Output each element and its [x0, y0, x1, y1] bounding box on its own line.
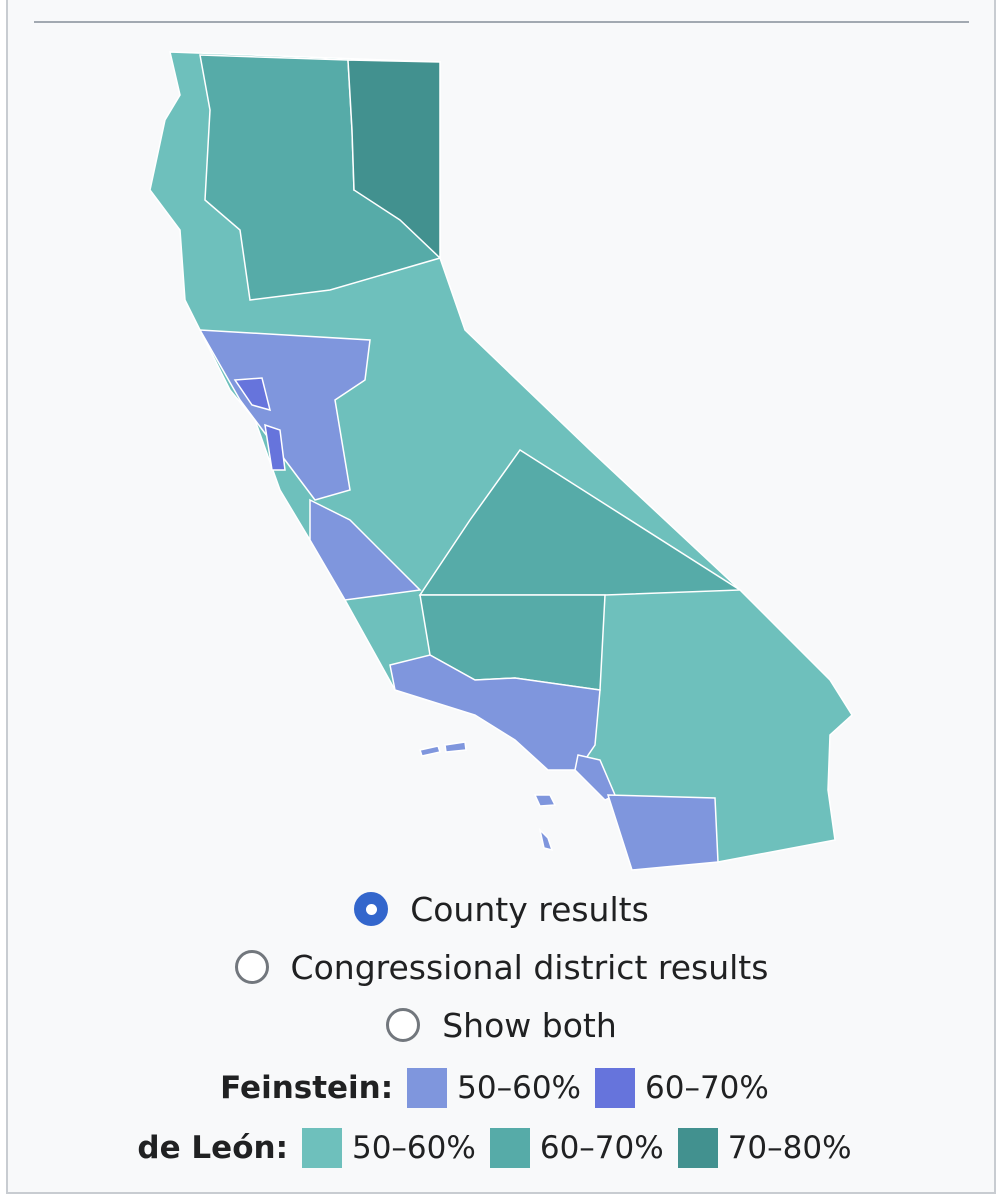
legend-label: 60–70%: [645, 1070, 769, 1106]
island: [533, 794, 557, 807]
candidate-label: de León:: [137, 1130, 288, 1166]
radio-button[interactable]: [234, 950, 269, 984]
central-coast: [309, 498, 422, 601]
legend-swatch: [595, 1068, 636, 1108]
option-label[interactable]: Show both: [442, 1005, 617, 1045]
legend-swatch: [301, 1128, 342, 1168]
legend-row: de León: 50–60% 60–70% 70–80%: [0, 1118, 1003, 1178]
legend-swatch: [407, 1068, 448, 1108]
options: County results Congressional district res…: [0, 880, 1003, 1054]
candidate-label: Feinstein:: [220, 1070, 394, 1106]
san-diego: [606, 794, 719, 871]
legend-row: Feinstein: 50–60% 60–70%: [0, 1058, 1003, 1118]
island: [444, 741, 467, 753]
legend-swatch: [489, 1128, 530, 1168]
radio-button[interactable]: [386, 1008, 421, 1042]
radio-option[interactable]: County results: [0, 880, 1003, 938]
san-mateo: [264, 423, 286, 471]
radio-option[interactable]: Show both: [0, 996, 1003, 1054]
island: [419, 745, 441, 757]
northeast-counties: [347, 59, 441, 260]
island: [538, 827, 554, 852]
california-map: [149, 51, 853, 871]
legend-label: 70–80%: [727, 1130, 852, 1166]
legend-swatch: [677, 1128, 718, 1168]
radio-button[interactable]: [354, 892, 389, 926]
radio-option[interactable]: Congressional district results: [0, 938, 1003, 996]
legend-label: 60–70%: [539, 1130, 664, 1166]
option-label[interactable]: Congressional district results: [290, 947, 769, 987]
san-francisco: [233, 377, 272, 412]
bay-area: [198, 329, 371, 501]
legend-label: 50–60%: [457, 1070, 582, 1106]
divider: [34, 21, 969, 23]
legend: Feinstein: 50–60% 60–70% de León: 50–60% 60–7…: [0, 1058, 1003, 1178]
option-label[interactable]: County results: [410, 889, 649, 929]
legend-label: 50–60%: [351, 1130, 476, 1166]
